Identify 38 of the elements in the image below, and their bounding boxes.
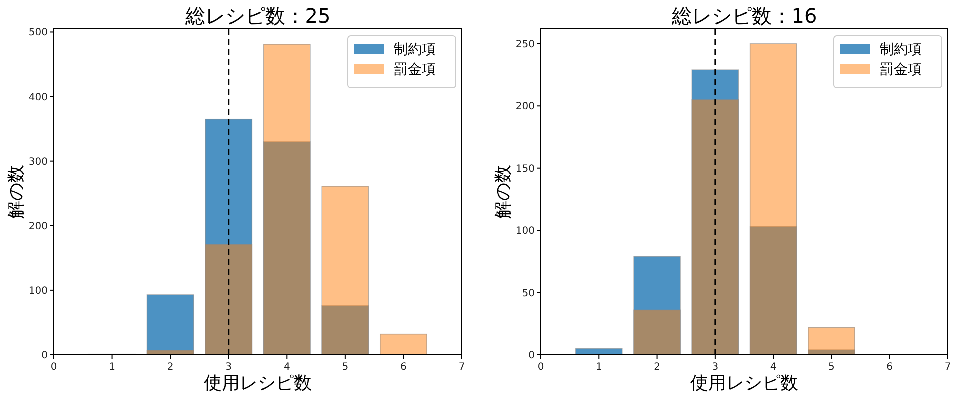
y-tick-label: 400 <box>28 92 48 104</box>
x-tick-label: 6 <box>886 362 894 373</box>
x-tick-label: 7 <box>458 362 466 373</box>
y-tick-label: 500 <box>28 28 48 39</box>
y-tick-label: 100 <box>28 286 48 297</box>
x-tick-label: 7 <box>944 362 952 373</box>
y-tick-label: 300 <box>28 156 48 168</box>
chart-title: 総レシピ数：16 <box>670 4 818 28</box>
y-tick-label: 250 <box>516 39 535 50</box>
y-axis-title: 解の数 <box>493 165 514 219</box>
legend-label: 制約項 <box>880 42 922 58</box>
y-tick-label: 200 <box>28 221 48 232</box>
legend-label: 制約項 <box>394 42 436 58</box>
y-tick-label: 150 <box>516 164 535 175</box>
x-tick-label: 3 <box>712 362 719 373</box>
x-tick-label: 5 <box>828 362 835 373</box>
y-tick-label: 0 <box>42 350 48 362</box>
chart-title: 総レシピ数：25 <box>184 4 331 28</box>
y-tick-label: 50 <box>522 288 535 300</box>
x-tick-label: 0 <box>538 362 544 373</box>
x-tick-label: 6 <box>400 362 407 373</box>
x-tick-label: 4 <box>770 362 777 373</box>
x-tick-label: 0 <box>50 362 58 373</box>
legend-label: 罰金項 <box>394 62 436 78</box>
y-axis-title: 解の数 <box>6 165 27 219</box>
y-tick-label: 200 <box>516 102 535 113</box>
x-tick-label: 1 <box>109 362 116 373</box>
x-tick-label: 4 <box>284 362 290 373</box>
x-tick-label: 1 <box>596 362 602 373</box>
y-tick-label: 100 <box>516 226 535 238</box>
x-axis-title: 使用レシピ数 <box>690 373 798 394</box>
x-axis-title: 使用レシピ数 <box>204 373 312 394</box>
x-tick-label: 2 <box>654 362 660 373</box>
x-tick-label: 2 <box>167 362 174 373</box>
x-tick-label: 5 <box>342 362 349 373</box>
x-tick-label: 3 <box>226 362 232 373</box>
legend-label: 罰金項 <box>880 62 922 78</box>
y-tick-label: 0 <box>528 350 535 362</box>
